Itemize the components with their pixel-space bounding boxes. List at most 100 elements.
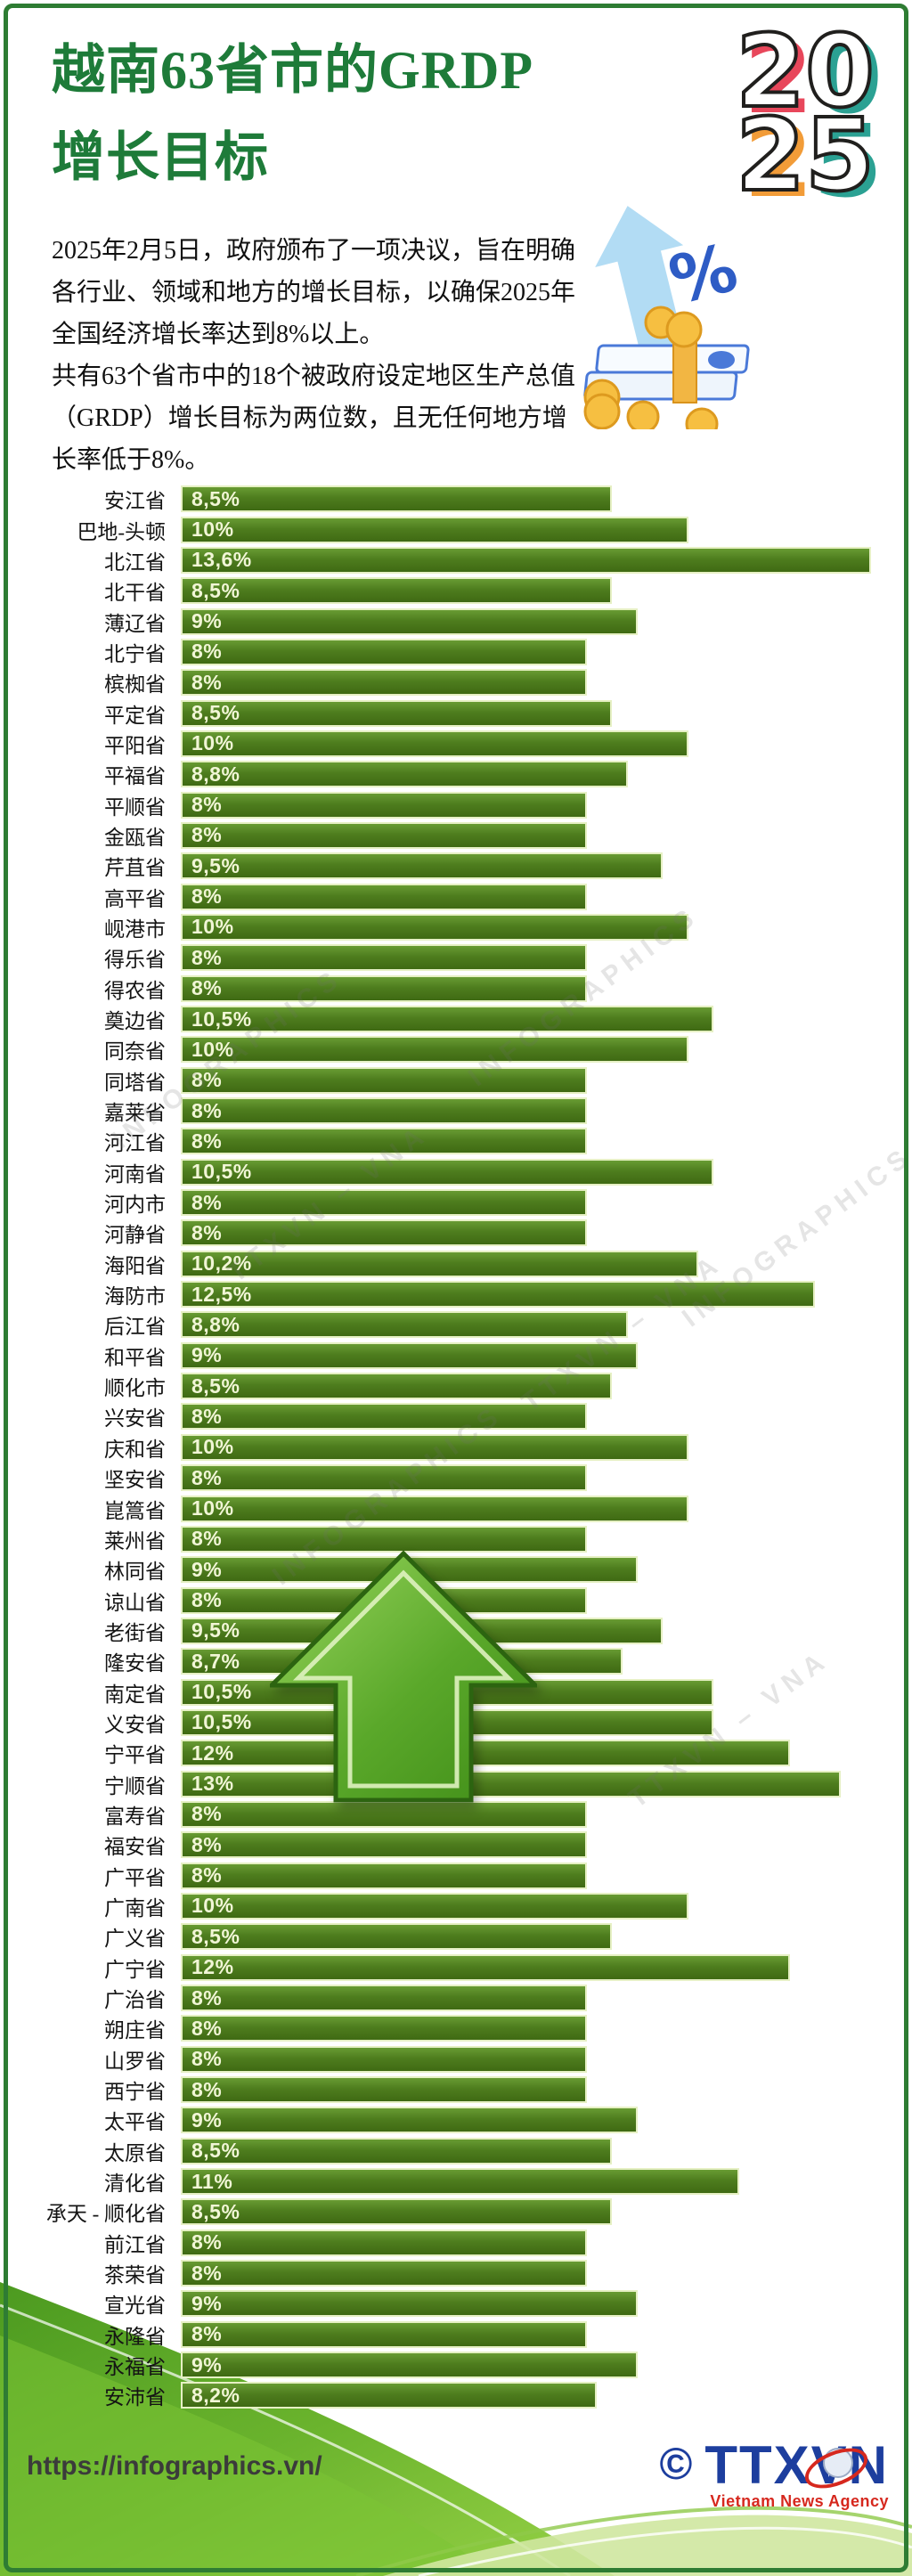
bar-track: 11%: [181, 2168, 871, 2196]
value-label: 10,5%: [191, 1710, 252, 1734]
province-label: 得农省: [104, 979, 166, 1002]
chart-row: 崑篙省 10%: [0, 1493, 900, 1523]
bar-track: 8%: [181, 669, 871, 697]
value-label: 8%: [191, 2230, 223, 2254]
bar: 10%: [181, 516, 688, 543]
value-label: 8,5%: [191, 1374, 240, 1398]
province-label: 北江省: [104, 550, 166, 574]
grdp-bar-chart: 安江省 8,5% 巴地-头顿 10% 北江省 13,6% 北干省: [0, 484, 900, 2411]
value-label: 10%: [191, 1894, 234, 1918]
province-label: 河江省: [104, 1132, 166, 1155]
bar: 8%: [181, 1985, 587, 2012]
bar-track: 8,8%: [181, 761, 871, 788]
bar: 8%: [181, 1189, 587, 1217]
province-label: 老街省: [104, 1621, 166, 1644]
value-label: 8%: [191, 640, 223, 664]
bar-track: 8%: [181, 1097, 871, 1125]
province-label: 广治省: [104, 1989, 166, 2012]
bar-track: 8%: [181, 2320, 871, 2348]
province-label: 岘港市: [104, 917, 166, 941]
bar-track: 8%: [181, 821, 871, 849]
value-label: 8%: [191, 2261, 223, 2285]
bar: 10,5%: [181, 1006, 714, 1033]
chart-row: 后江省 8,8%: [0, 1309, 900, 1340]
chart-row: 广义省 8,5%: [0, 1921, 900, 1952]
value-label: 8,5%: [191, 578, 240, 602]
year-digit: 0: [803, 14, 876, 130]
province-label: 河南省: [104, 1162, 166, 1186]
bar: 8,5%: [181, 2198, 613, 2226]
bar: 11%: [181, 2168, 739, 2196]
value-label: 10%: [191, 518, 234, 542]
province-label: 富寿省: [104, 1805, 166, 1828]
footer-swoosh-graphic: [0, 2270, 912, 2576]
value-label: 8%: [191, 2047, 223, 2071]
chart-row: 太平省 9%: [0, 2105, 900, 2135]
province-label: 河内市: [104, 1194, 166, 1217]
money-growth-illustration: %: [583, 206, 750, 429]
bar: 10%: [181, 1036, 688, 1064]
bar-track: 10%: [181, 1495, 871, 1522]
bar: 8%: [181, 1219, 587, 1247]
value-label: 8%: [191, 884, 223, 909]
bar-track: 8,5%: [181, 1923, 871, 1951]
province-label: 海防市: [104, 1285, 166, 1308]
page-title: 越南63省市的GRDP 增长目标: [52, 27, 693, 201]
value-label: 9%: [191, 609, 223, 633]
coins-icon: [583, 306, 719, 429]
value-label: 9%: [191, 2352, 223, 2376]
chart-row: 得农省 8%: [0, 974, 900, 1004]
province-label: 芹苴省: [104, 857, 166, 880]
chart-row: 永隆省 8%: [0, 2319, 900, 2350]
chart-row: 北宁省 8%: [0, 637, 900, 667]
bar-track: 9%: [181, 607, 871, 635]
bar-track: 8%: [181, 2076, 871, 2104]
bar-track: 8%: [181, 944, 871, 972]
province-label: 前江省: [104, 2233, 166, 2256]
province-label: 奠边省: [104, 1010, 166, 1033]
value-label: 9%: [191, 1343, 223, 1367]
value-label: 8%: [191, 1588, 223, 1612]
value-label: 9%: [191, 2107, 223, 2132]
value-label: 8%: [191, 1802, 223, 1826]
chart-row: 宁平省 12%: [0, 1738, 900, 1768]
chart-row: 河南省 10,5%: [0, 1157, 900, 1187]
value-label: 10%: [191, 731, 234, 755]
bar: 8%: [181, 2320, 587, 2348]
value-label: 8%: [191, 976, 223, 1000]
bar-track: 8%: [181, 2015, 871, 2042]
value-label: 8%: [191, 1129, 223, 1153]
value-label: 12%: [191, 1740, 234, 1765]
chart-row: 平顺省 8%: [0, 789, 900, 819]
bar: 8%: [181, 1862, 587, 1889]
bar: 12%: [181, 1953, 790, 1981]
value-label: 8%: [191, 823, 223, 847]
bar: 8,5%: [181, 577, 613, 605]
chart-row: 安沛省 8,2%: [0, 2380, 900, 2410]
bar: 8%: [181, 1800, 587, 1828]
bar-track: 8%: [181, 1403, 871, 1431]
bar-track: 8%: [181, 1985, 871, 2012]
province-label: 兴安省: [104, 1407, 166, 1431]
province-label: 清化省: [104, 2172, 166, 2196]
province-label: 平顺省: [104, 795, 166, 819]
province-label: 谅山省: [104, 1591, 166, 1614]
bar: 8%: [181, 2015, 587, 2042]
bar-track: 8%: [181, 1128, 871, 1155]
province-label: 广南省: [104, 1896, 166, 1920]
bar: 10,2%: [181, 1250, 699, 1277]
year-2025-logo: 20 25: [734, 20, 876, 208]
chart-row: 和平省 9%: [0, 1341, 900, 1371]
bar: 9%: [181, 607, 638, 635]
province-label: 顺化市: [104, 1377, 166, 1400]
bar: 8%: [181, 669, 587, 697]
bar-track: 10%: [181, 1433, 871, 1461]
bar-track: 13,6%: [181, 546, 871, 574]
bar: 8,5%: [181, 699, 613, 727]
province-label: 太原省: [104, 2141, 166, 2164]
chart-row: 广平省 8%: [0, 1860, 900, 1890]
chart-row: 同塔省 8%: [0, 1065, 900, 1096]
bar: 9%: [181, 2352, 638, 2379]
chart-row: 得乐省 8%: [0, 942, 900, 973]
bar-track: 10%: [181, 913, 871, 941]
